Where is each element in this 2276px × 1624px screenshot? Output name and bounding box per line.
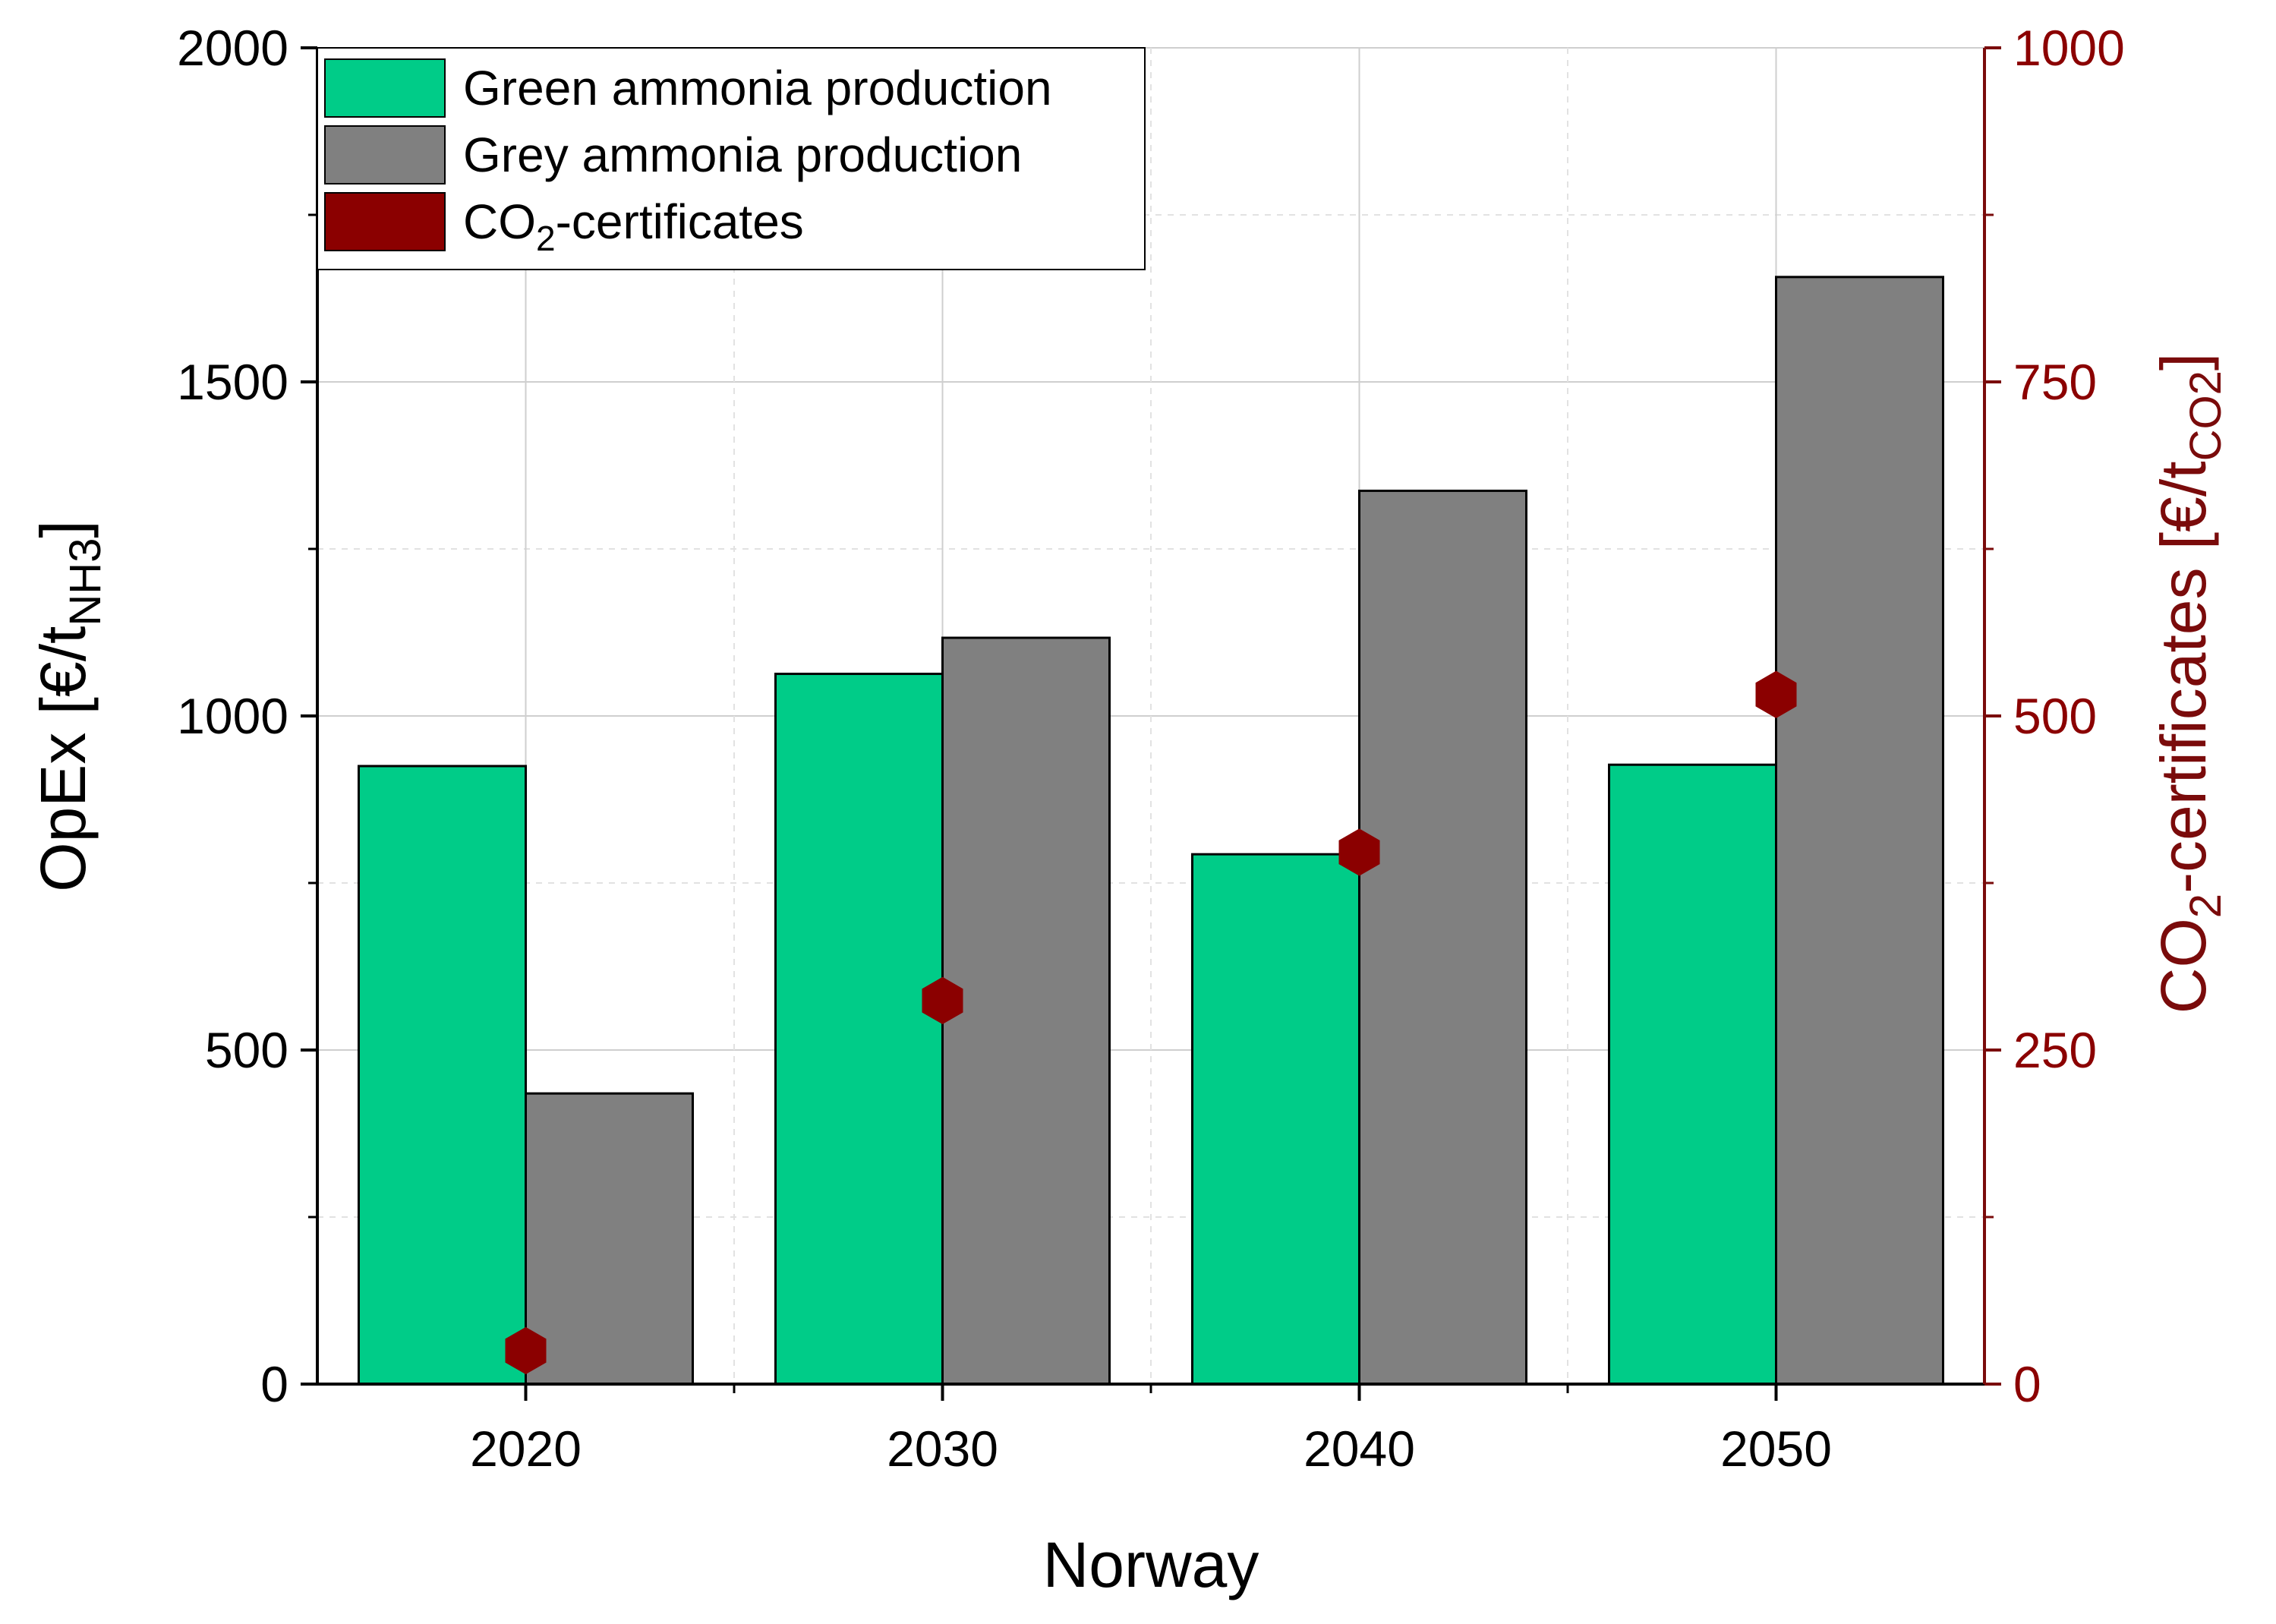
- legend-label-grey: Grey ammonia production: [463, 128, 1022, 182]
- axes-layer: [301, 46, 2001, 1401]
- y2-axis-title-sub: CO2: [2181, 371, 2230, 461]
- legend-swatch-co2: [324, 192, 446, 251]
- bar-green-2050[interactable]: [1608, 763, 1777, 1386]
- legend: Green ammonia production Grey ammonia pr…: [317, 47, 1146, 270]
- legend-label-co2-post: -certificates: [556, 194, 804, 249]
- labels-layer: 0 500 1000 1500 2000 0 250 500 750 1000 2020 2030 20…: [177, 20, 2125, 1477]
- y2-tick-label: 1000: [2013, 20, 2125, 76]
- y-axis-title-close: ]: [27, 520, 99, 538]
- bar-grey-2050[interactable]: [1775, 276, 1944, 1386]
- legend-label-co2-pre: CO: [463, 194, 536, 249]
- co2-marker-2030[interactable]: [922, 976, 963, 1025]
- y-tick-label: 0: [260, 1356, 288, 1412]
- legend-label-co2-sub: 2: [536, 219, 556, 258]
- x-tick-label: 2040: [1303, 1421, 1415, 1477]
- x-tick-label: 2050: [1720, 1421, 1832, 1477]
- y2-tick-label: 250: [2013, 1022, 2097, 1078]
- legend-box: [317, 47, 1146, 270]
- y2-tick-label: 500: [2013, 688, 2097, 744]
- legend-label-co2: CO2-certificates: [463, 194, 804, 258]
- bar-green-2040[interactable]: [1191, 853, 1360, 1386]
- y-tick-label: 1500: [177, 354, 288, 410]
- co2-marker-2050[interactable]: [1755, 670, 1797, 718]
- markers-layer: [505, 670, 1797, 1375]
- y-tick-label: 2000: [177, 20, 288, 76]
- bars-layer: [358, 276, 1944, 1386]
- bar-grey-2020[interactable]: [525, 1092, 694, 1386]
- bar-grey-2030[interactable]: [941, 636, 1111, 1386]
- y2-tick-label: 0: [2013, 1356, 2041, 1412]
- y-axis-title: OpEx [€/tNH3]: [27, 520, 110, 892]
- bar-green-2030[interactable]: [774, 673, 944, 1386]
- y2-axis-title-pre: CO: [2148, 918, 2219, 1014]
- y-tick-label: 500: [205, 1022, 288, 1078]
- x-tick-label: 2030: [887, 1421, 998, 1477]
- y2-axis-title-mid: -certificates [€/t: [2148, 461, 2219, 894]
- x-tick-label: 2020: [470, 1421, 582, 1477]
- y-axis-title-main: OpEx [€/t: [27, 626, 99, 892]
- legend-swatch-green: [324, 58, 446, 118]
- y-axis-title-sub: NH3: [61, 538, 110, 626]
- bar-green-2020[interactable]: [358, 765, 527, 1386]
- x-axis-title: Norway: [1043, 1529, 1259, 1600]
- co2-marker-2040[interactable]: [1338, 828, 1380, 876]
- legend-label-green: Green ammonia production: [463, 61, 1052, 115]
- y-tick-label: 1000: [177, 688, 288, 744]
- co2-marker-2020[interactable]: [505, 1326, 547, 1375]
- y2-axis-title: CO2-certificates [€/tCO2]: [2148, 353, 2230, 1014]
- bar-grey-2040[interactable]: [1358, 489, 1527, 1386]
- y2-axis-title-pre-sub: 2: [2181, 894, 2230, 918]
- y2-tick-label: 750: [2013, 354, 2097, 410]
- legend-swatch-grey: [324, 125, 446, 184]
- y2-axis-title-close: ]: [2148, 353, 2219, 371]
